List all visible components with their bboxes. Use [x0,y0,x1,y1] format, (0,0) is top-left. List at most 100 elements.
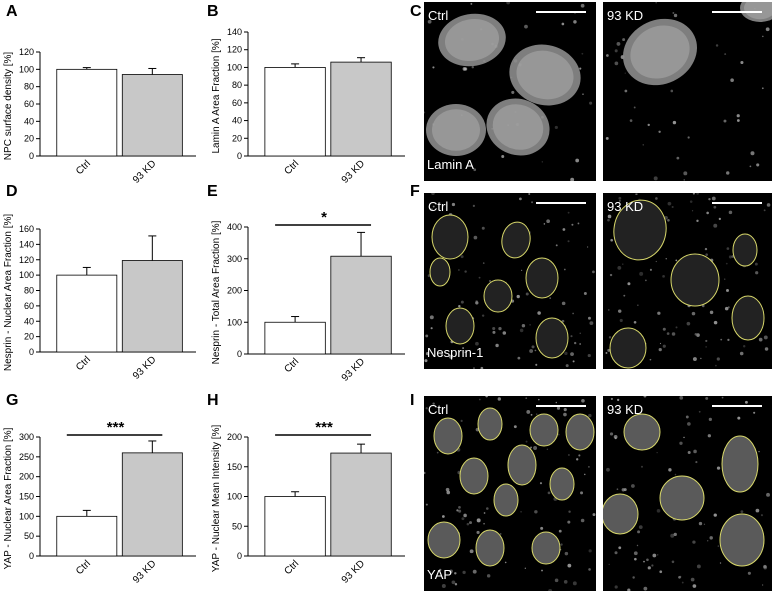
speckle [576,458,579,461]
speckle [498,326,502,331]
speckle [655,260,657,263]
speckle [440,353,444,357]
y-axis-title: YAP - Nuclear Area Fraction [%] [3,427,14,569]
speckle [499,533,502,535]
x-category-label: 93 KD [340,158,367,185]
nucleus-outline [535,317,569,359]
speckle [562,228,566,231]
y-tick-label: 200 [19,472,34,482]
speckle [567,563,572,568]
speckle [763,209,766,212]
panel-label: H [207,392,219,409]
y-tick-label: 100 [227,62,242,72]
speckle [581,398,585,403]
speckle [462,67,467,71]
speckle [618,196,622,200]
chart-panel-b: B 0 20 40 60 80 100 120 140 Lamin A Area Fraction… [207,3,405,186]
speckle [621,488,625,492]
speckle [656,554,659,556]
speckle [564,551,569,556]
speckle [580,491,584,495]
speckle [574,341,577,345]
speckle [655,197,658,200]
speckle [519,197,522,201]
speckle [727,306,730,309]
panel-label: G [6,392,18,409]
speckle [647,123,650,127]
speckle [659,570,663,574]
bar-ctrl [264,67,326,157]
speckle [529,324,531,326]
speckle [687,450,691,454]
speckle [649,268,652,271]
panel-label: A [6,3,18,20]
speckle [482,262,485,264]
speckle [502,331,507,335]
speckle [520,510,522,513]
speckle [705,396,709,400]
speckle [713,513,717,517]
speckle [758,337,763,342]
speckle [671,205,674,209]
y-tick-label: 60 [24,301,34,311]
speckle [451,580,456,585]
speckle [549,297,551,299]
speckle [707,434,711,438]
speckle [492,326,496,331]
speckle [531,345,535,349]
speckle [605,352,608,354]
speckle [614,437,617,440]
nucleus-outline [477,407,503,441]
speckle [449,569,453,573]
significance-marker: *** [107,419,125,436]
speckle [567,520,571,524]
speckle [736,119,740,122]
speckle [653,176,658,181]
nucleus-outline [731,295,765,341]
bar-kd [121,452,183,557]
speckle [715,364,717,367]
speckle [564,351,568,356]
speckle [441,515,445,518]
speckle [610,397,613,401]
speckle [765,27,770,32]
kd-image: 93 KD [603,396,772,591]
speckle [608,309,610,311]
speckle [632,576,635,579]
nucleus-core [630,25,690,79]
speckle [696,193,699,195]
speckle [723,119,727,123]
speckle [753,411,756,414]
speckle [726,171,730,175]
speckle [577,222,580,225]
speckle [609,432,614,436]
speckle [460,255,464,259]
speckle [472,204,475,208]
speckle [673,13,678,18]
speckle [588,466,590,468]
y-tick-label: 40 [24,316,34,326]
speckle [475,341,479,346]
speckle [760,514,764,517]
speckle [720,338,723,341]
speckle [744,400,748,404]
speckle [580,518,585,523]
speckle [679,441,683,445]
y-tick-label: 80 [24,286,34,296]
panel-label: D [6,183,18,200]
speckle [495,343,499,348]
speckle [696,219,699,223]
speckle [721,396,724,399]
speckle [668,468,672,472]
kd-label: 93 KD [607,8,643,23]
speckle [620,16,622,18]
kd-image: 93 KD [603,2,772,181]
y-tick-label: 100 [19,511,34,521]
speckle [464,270,467,273]
bar-ctrl [56,274,118,353]
speckle [524,567,526,569]
speckle [717,545,720,547]
panel-label: B [207,3,219,20]
speckle [533,446,538,450]
